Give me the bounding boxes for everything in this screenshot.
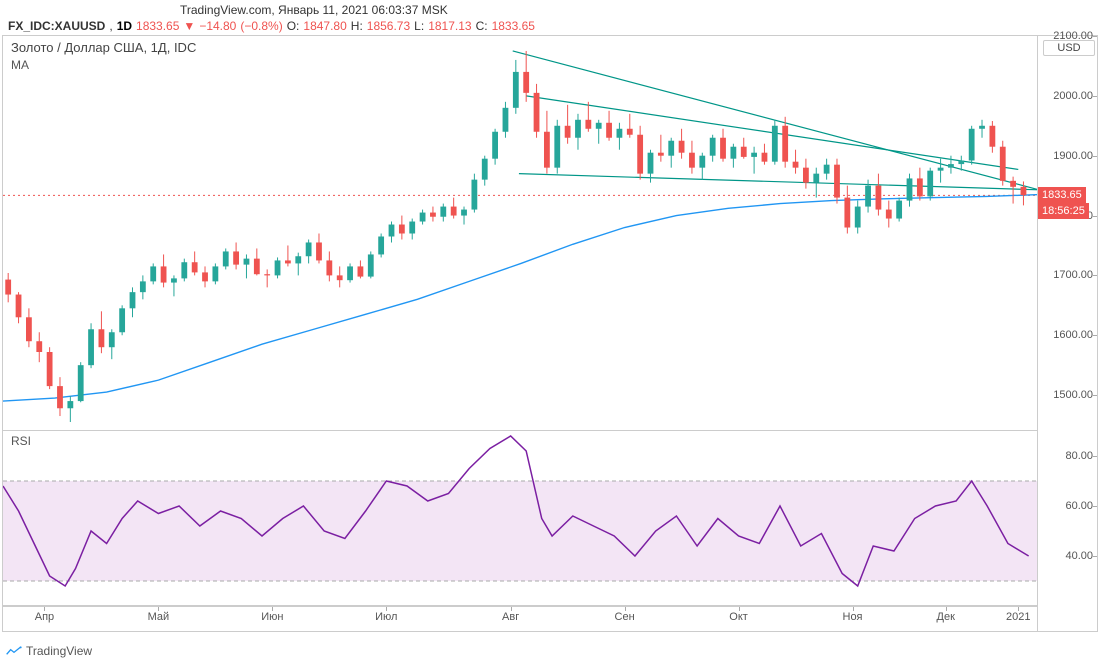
tradingview-icon: [6, 646, 22, 656]
timestamp-text: , Январь 11, 2021 06:03:37 MSK: [271, 3, 447, 17]
close-value: 1833.65: [492, 19, 535, 33]
time-label: Июл: [375, 611, 397, 623]
time-label: Май: [148, 611, 170, 623]
time-label: Авг: [502, 611, 519, 623]
rsi-tick: 80.00: [1065, 450, 1093, 462]
close-label: C:: [476, 19, 488, 33]
high-label: H:: [351, 19, 363, 33]
time-label: Дек: [937, 611, 955, 623]
ma-label: MA: [11, 58, 29, 72]
arrow-icon: ▼: [183, 19, 195, 33]
currency-badge[interactable]: USD: [1043, 40, 1095, 56]
price-tick: 1500.00: [1053, 389, 1093, 401]
high-value: 1856.73: [367, 19, 410, 33]
rsi-tick: 40.00: [1065, 550, 1093, 562]
low-label: L:: [414, 19, 424, 33]
current-price-label: 1833.65: [1038, 187, 1086, 203]
price-chart-svg: [3, 36, 1039, 431]
last-price: 1833.65: [136, 19, 179, 33]
timeframe-text: 1D: [117, 19, 132, 33]
time-label: Апр: [35, 611, 54, 623]
symbol-text: FX_IDC:XAUUSD: [8, 19, 105, 33]
rsi-chart-svg: [3, 431, 1039, 606]
pct-text: (−0.8%): [240, 19, 282, 33]
open-value: 1847.80: [303, 19, 346, 33]
footer-brand: TradingView: [6, 644, 92, 658]
chart-container[interactable]: Золото / Доллар США, 1Д, IDC MA RSI АпрМ…: [2, 35, 1098, 632]
open-label: O:: [287, 19, 300, 33]
price-tick: 2100.00: [1053, 30, 1093, 42]
price-axis: USD 1500.001600.001700.001800.001900.002…: [1037, 36, 1097, 631]
time-label: Июн: [261, 611, 283, 623]
time-label: Сен: [615, 611, 635, 623]
rsi-tick: 60.00: [1065, 500, 1093, 512]
low-value: 1817.13: [428, 19, 471, 33]
price-tick: 1900.00: [1053, 150, 1093, 162]
countdown-label: 18:56:25: [1038, 203, 1089, 219]
source-text: TradingView.com: [180, 3, 271, 17]
price-tick: 2000.00: [1053, 90, 1093, 102]
header-source: TradingView.com, Январь 11, 2021 06:03:3…: [0, 0, 1100, 17]
change-text: −14.80: [199, 19, 236, 33]
brand-text: TradingView: [26, 644, 92, 658]
ohlc-bar: FX_IDC:XAUUSD , 1D 1833.65 ▼ −14.80 (−0.…: [0, 17, 1100, 35]
time-label: Ноя: [843, 611, 863, 623]
rsi-chart[interactable]: [3, 431, 1039, 606]
time-axis: Апр Май Июн Июл Авг Сен Окт Ноя Дек 2021: [3, 606, 1039, 631]
price-tick: 1600.00: [1053, 329, 1093, 341]
main-price-chart[interactable]: [3, 36, 1039, 431]
price-tick: 1700.00: [1053, 269, 1093, 281]
time-label: 2021: [1006, 611, 1030, 623]
time-label: Окт: [729, 611, 748, 623]
rsi-label: RSI: [11, 434, 31, 448]
